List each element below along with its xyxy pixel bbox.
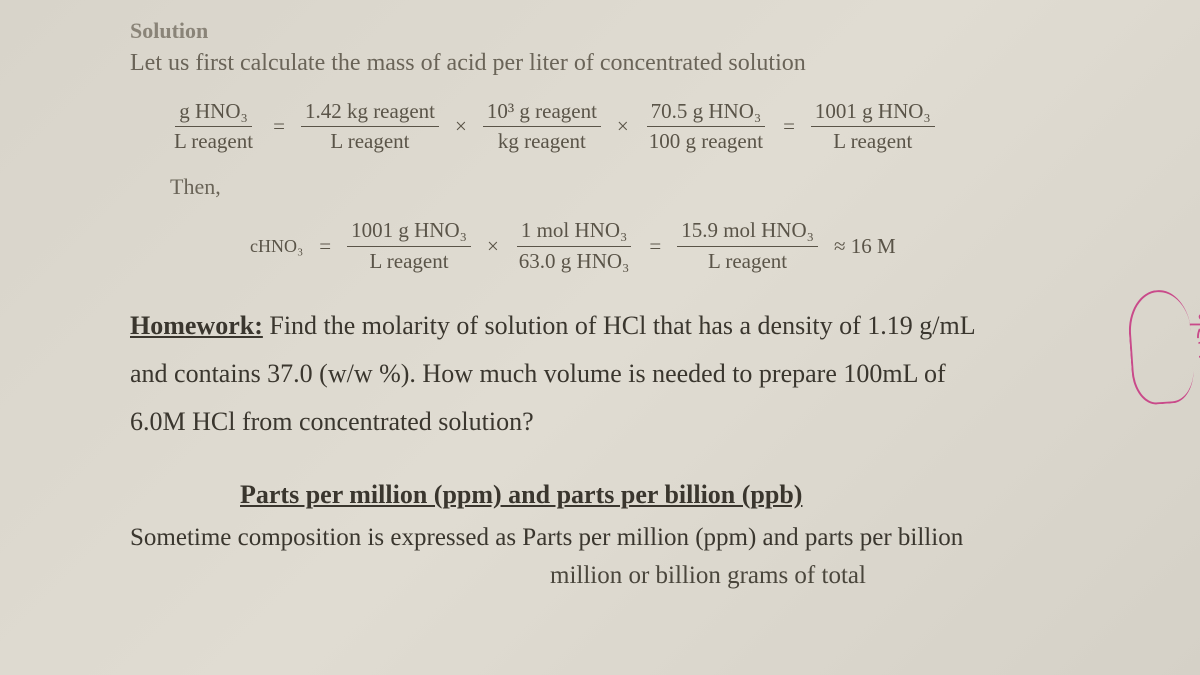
eq1-f5-den: L reagent [829,127,916,154]
solution-heading: Solution [130,18,1170,44]
eq1-f2-den: L reagent [326,127,413,154]
eq2-f2-num: 1 mol HNO₃ [517,218,632,246]
homework-text3: 6.0M HCl from concentrated solution? [130,407,534,436]
eq1-f3-num: 10³ g reagent [483,99,601,127]
homework-block: Homework: Find the molarity of solution … [130,302,1170,446]
eq1-times2: × [611,114,635,139]
eq1-f3-den: kg reagent [494,127,590,154]
eq1-f1-num: g HNO₃ [175,99,252,127]
eq2-f2-den: 63.0 g HNO₃ [515,247,634,274]
pen-text-annotation: واجب [1186,312,1200,359]
eq1-f5-num: 1001 g HNO₃ [811,99,935,127]
eq1-frac1: g HNO₃ L reagent [170,99,257,154]
eq2-lhs: сHNO₃ [250,236,303,257]
then-text: Then, [170,174,1170,200]
eq2-times1: × [481,234,505,259]
eq1-frac2: 1.42 kg reagent L reagent [301,99,439,154]
eq2-f1-den: L reagent [365,247,452,274]
eq1-equals: = [267,114,291,139]
page-content: Solution Let us first calculate the mass… [0,0,1200,590]
eq1-times1: × [449,114,473,139]
homework-text2: and contains 37.0 (w/w %). How much volu… [130,359,946,388]
eq2-f3-den: L reagent [704,247,791,274]
intro-text: Let us first calculate the mass of acid … [130,50,1170,77]
equation-1: g HNO₃ L reagent = 1.42 kg reagent L rea… [170,99,1170,154]
eq1-f4-den: 100 g reagent [645,127,767,154]
eq1-equals2: = [777,114,801,139]
eq1-f4-num: 70.5 g HNO₃ [647,99,766,127]
eq2-f1-num: 1001 g HNO₃ [347,218,471,246]
eq2-frac2: 1 mol HNO₃ 63.0 g HNO₃ [515,218,634,273]
cutoff-text: million or billion grams of total [550,562,1170,590]
section-heading: Parts per million (ppm) and parts per bi… [240,480,1170,510]
eq1-f1-den: L reagent [170,127,257,154]
eq1-f2-num: 1.42 kg reagent [301,99,439,127]
eq1-frac4: 70.5 g HNO₃ 100 g reagent [645,99,767,154]
body-line: Sometime composition is expressed as Par… [130,524,1170,552]
eq2-frac1: 1001 g HNO₃ L reagent [347,218,471,273]
eq2-equals2: = [643,234,667,259]
eq2-frac3: 15.9 mol HNO₃ L reagent [677,218,818,273]
homework-label: Homework: [130,311,263,340]
eq2-equals: = [313,234,337,259]
eq2-approx: ≈ 16 M [828,234,902,259]
eq1-frac5: 1001 g HNO₃ L reagent [811,99,935,154]
equation-2: сHNO₃ = 1001 g HNO₃ L reagent × 1 mol HN… [250,218,1170,273]
eq2-f3-num: 15.9 mol HNO₃ [677,218,818,246]
eq1-frac3: 10³ g reagent kg reagent [483,99,601,154]
homework-text1: Find the molarity of solution of HCl tha… [263,311,976,340]
